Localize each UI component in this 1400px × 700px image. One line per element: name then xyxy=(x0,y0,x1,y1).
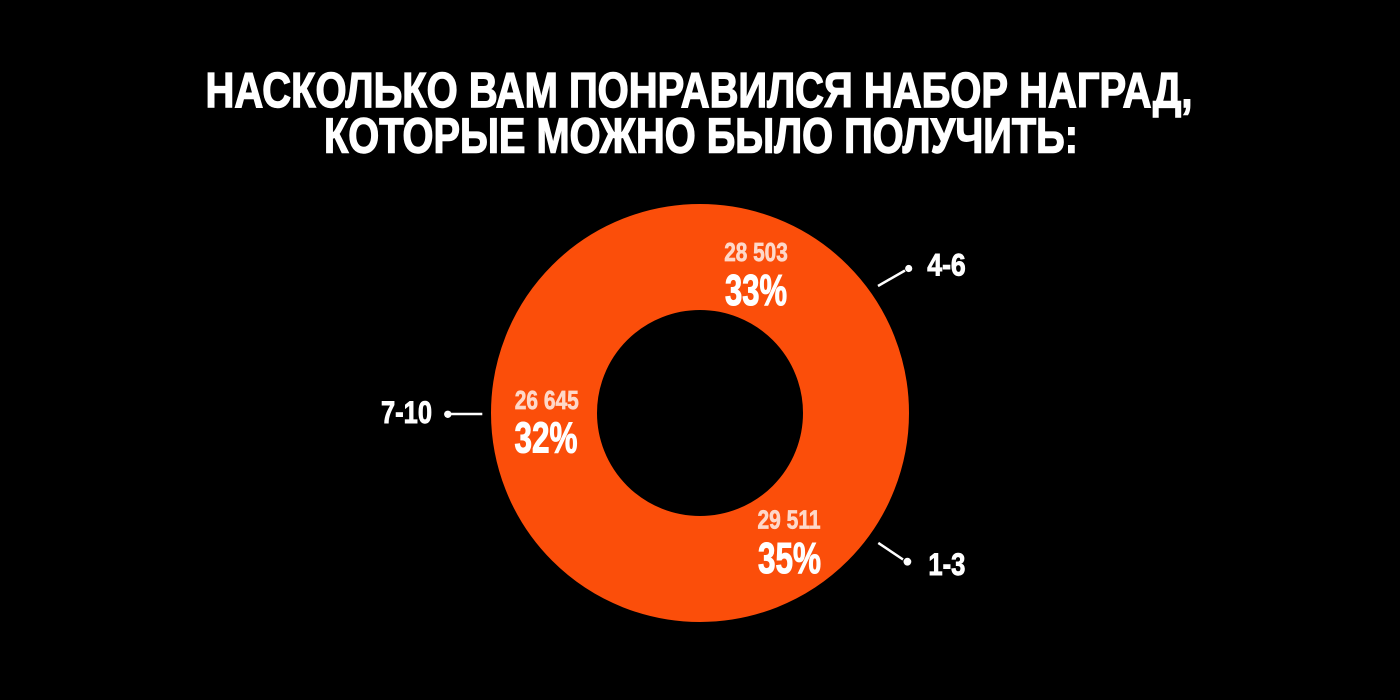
svg-text:35%: 35% xyxy=(758,535,821,583)
svg-text:33%: 33% xyxy=(725,267,787,315)
svg-text:32%: 32% xyxy=(515,415,578,463)
svg-text:26 645: 26 645 xyxy=(515,385,579,415)
svg-text:28 503: 28 503 xyxy=(724,237,788,267)
svg-text:7-10: 7-10 xyxy=(381,395,432,430)
svg-text:КОТОРЫЕ МОЖНО БЫЛО ПОЛУЧИТЬ:: КОТОРЫЕ МОЖНО БЫЛО ПОЛУЧИТЬ: xyxy=(324,109,1078,164)
svg-text:4-6: 4-6 xyxy=(927,248,966,283)
svg-text:1-3: 1-3 xyxy=(928,547,965,582)
svg-text:29 511: 29 511 xyxy=(758,505,821,535)
svg-text:НАСКОЛЬКО ВАМ ПОНРАВИЛСЯ НАБОР: НАСКОЛЬКО ВАМ ПОНРАВИЛСЯ НАБОР НАГРАД, xyxy=(206,63,1193,118)
